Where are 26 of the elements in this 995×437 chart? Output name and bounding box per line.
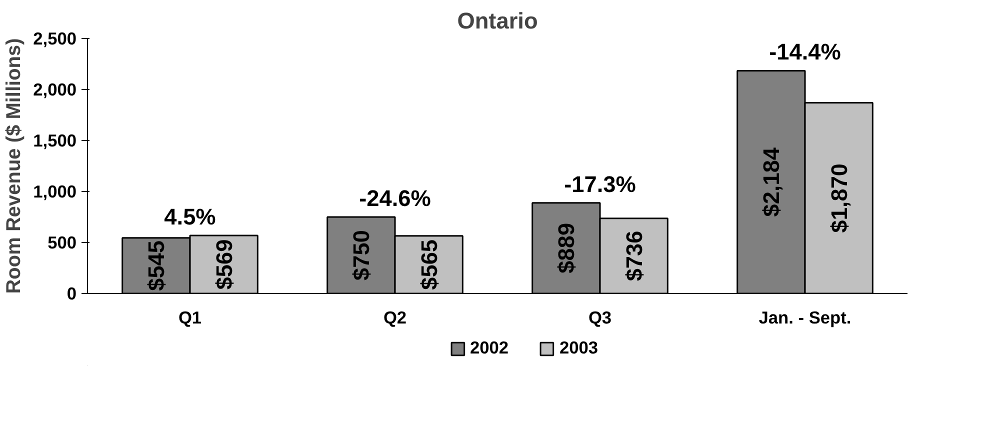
annotation: -17.3%: [564, 170, 636, 197]
y-tick-label: 0: [66, 284, 77, 304]
legend-label: 2002: [470, 338, 508, 358]
text: $545: [143, 240, 170, 291]
text: $1,870: [826, 163, 852, 233]
y-tick-label: 500: [48, 232, 77, 252]
y-tick-label: 2,500: [33, 28, 77, 48]
x-tick-label: Q3: [588, 308, 612, 328]
y-axis-title: Room Revenue ($ Millions): [3, 38, 26, 294]
y-tick-label: 2,000: [33, 80, 77, 100]
chart-title: Ontario: [457, 8, 538, 34]
annotation: -14.4%: [769, 38, 841, 65]
y-tick-label: 1,500: [33, 130, 77, 150]
x-tick-label: Q2: [383, 308, 407, 328]
x-tick-label: Q1: [178, 308, 202, 328]
text: $2,184: [758, 147, 784, 217]
x-tick-label: Jan. - Sept.: [758, 308, 852, 328]
legend-label: 2003: [560, 338, 598, 358]
annotation: -24.6%: [359, 185, 431, 211]
text: $889: [553, 222, 580, 274]
y-tick-label: 1,000: [33, 182, 77, 202]
text: $569: [210, 239, 237, 290]
text: $750: [348, 230, 374, 280]
text: $736: [620, 230, 647, 282]
annotation: 4.5%: [164, 203, 216, 230]
text: $565: [416, 239, 442, 290]
